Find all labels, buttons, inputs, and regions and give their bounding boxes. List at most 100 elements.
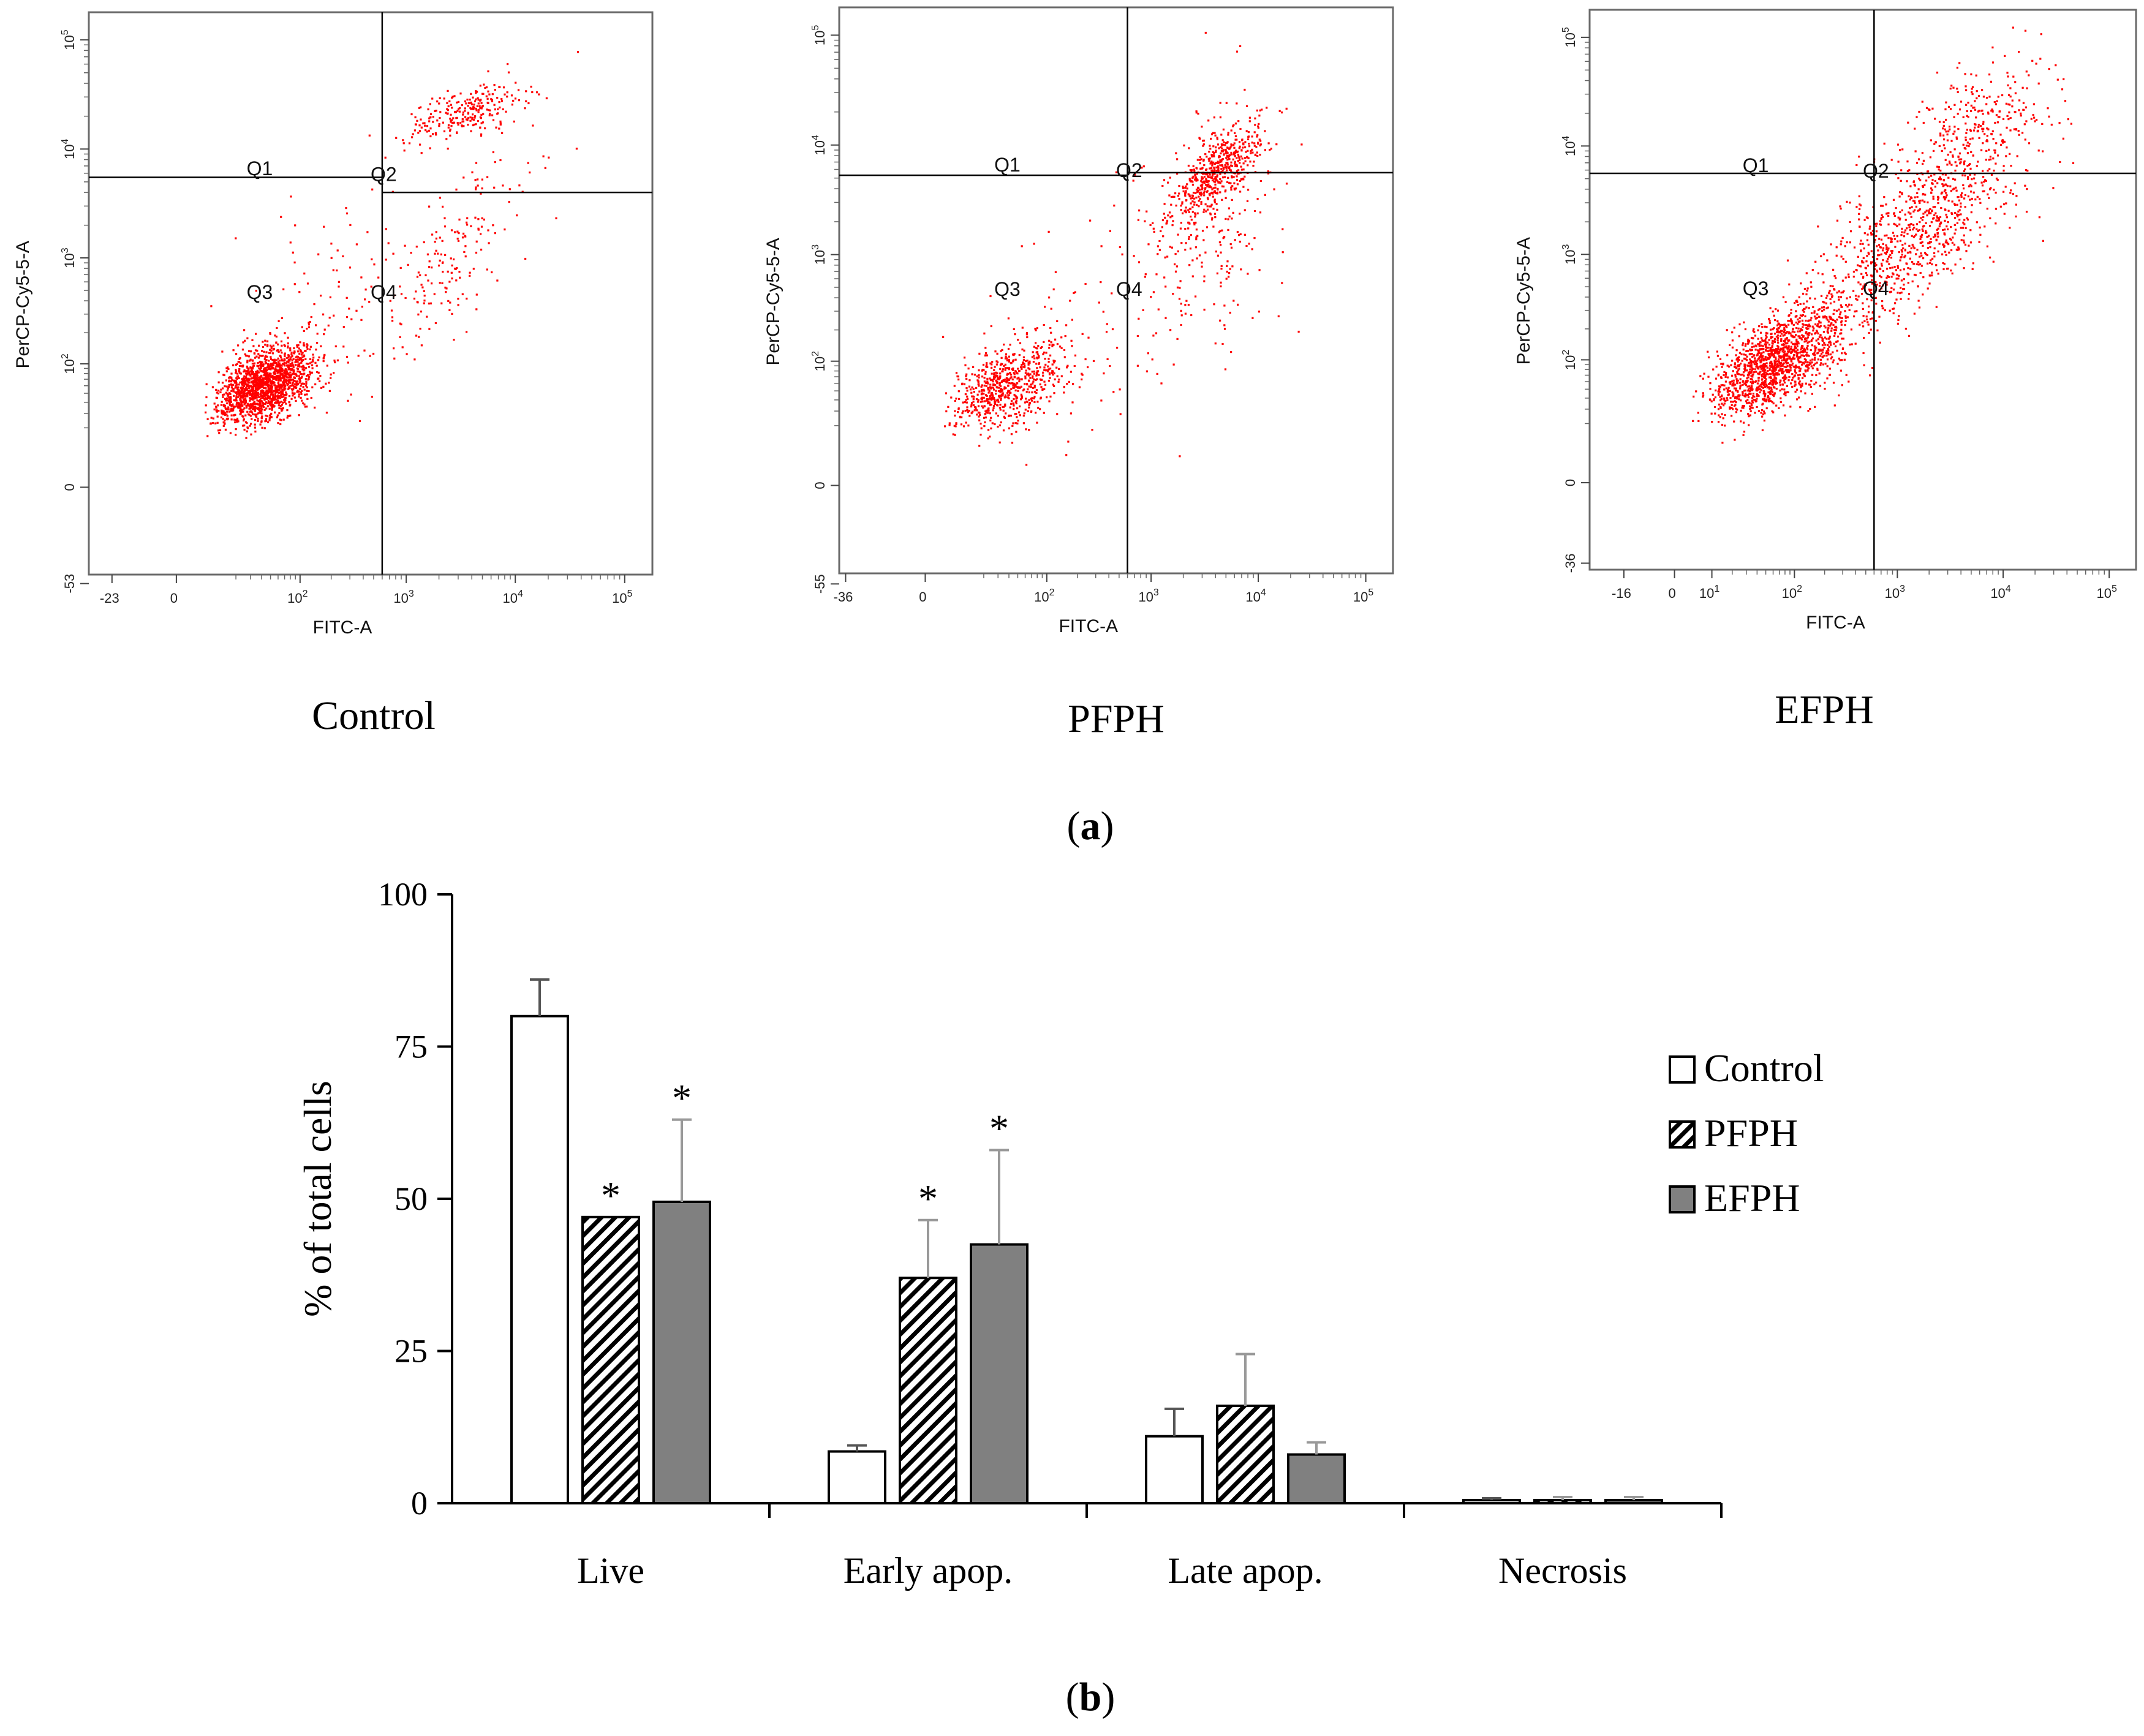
control-point xyxy=(252,383,255,386)
control-point xyxy=(247,382,249,384)
pfph-point xyxy=(1228,276,1230,278)
efph-point xyxy=(1781,350,1784,353)
control-point xyxy=(251,393,253,396)
pfph-point xyxy=(1008,427,1011,429)
control-point xyxy=(439,111,442,113)
control-point xyxy=(449,118,451,120)
control-point xyxy=(267,380,270,382)
pfph-points xyxy=(942,31,1303,466)
control-point xyxy=(270,404,272,407)
control-point xyxy=(298,352,301,355)
efph-point xyxy=(1799,383,1801,386)
pfph-point xyxy=(970,391,973,394)
control-point xyxy=(255,396,258,399)
control-point xyxy=(251,369,253,371)
pfph-y-tick-main: 10 xyxy=(812,31,828,45)
control-point xyxy=(506,91,508,94)
pfph-point xyxy=(1023,363,1025,365)
efph-point xyxy=(1799,374,1801,376)
control-point xyxy=(328,382,330,384)
pfph-point xyxy=(964,357,966,359)
control-point xyxy=(304,406,306,408)
control-point xyxy=(272,394,274,397)
pfph-point xyxy=(1281,228,1284,230)
efph-point xyxy=(1862,325,1865,328)
control-point xyxy=(244,388,246,390)
pfph-point xyxy=(997,399,999,402)
pfph-point xyxy=(984,371,987,373)
control-point xyxy=(246,377,248,380)
pfph-point xyxy=(1172,363,1175,366)
pfph-y-tick-label: 102 xyxy=(810,351,828,371)
control-point xyxy=(289,375,291,378)
control-point xyxy=(226,408,228,410)
control-point xyxy=(317,371,320,374)
control-point xyxy=(429,147,431,149)
efph-point xyxy=(1763,368,1765,370)
control-point xyxy=(235,379,237,382)
pfph-point xyxy=(1142,165,1145,168)
pfph-point xyxy=(1217,188,1219,191)
control-point xyxy=(282,288,285,290)
pfph-point xyxy=(1012,384,1014,387)
control-point xyxy=(230,390,233,393)
pfph-point xyxy=(1253,131,1256,134)
efph-point xyxy=(1781,359,1783,361)
control-point xyxy=(254,379,257,382)
control-point xyxy=(431,282,433,285)
efph-point xyxy=(1801,315,1803,317)
control-point xyxy=(263,369,266,371)
control-point xyxy=(492,119,495,121)
efph-point xyxy=(1771,354,1773,357)
control-point xyxy=(277,382,280,384)
pfph-point xyxy=(1226,181,1229,183)
control-point xyxy=(502,184,504,187)
pfph-point xyxy=(1028,406,1030,409)
pfph-point xyxy=(1073,364,1076,368)
efph-point xyxy=(1707,376,1710,378)
control-point xyxy=(270,390,272,392)
pfph-point xyxy=(1214,201,1216,203)
control-point xyxy=(293,387,295,389)
efph-point xyxy=(1799,303,1802,306)
efph-point xyxy=(1781,372,1784,375)
efph-point xyxy=(1751,346,1753,349)
control-point xyxy=(464,116,467,118)
pfph-point xyxy=(1226,147,1229,149)
pfph-point xyxy=(1048,296,1051,299)
control-point xyxy=(469,99,471,101)
pfph-point xyxy=(1190,197,1192,200)
control-point xyxy=(453,339,455,341)
pfph-x-axis-label: FITC-A xyxy=(1059,616,1118,636)
control-point xyxy=(271,364,274,366)
control-point xyxy=(477,120,480,123)
control-point xyxy=(308,390,310,393)
efph-point xyxy=(1780,323,1782,326)
control-point xyxy=(262,341,264,343)
control-point xyxy=(420,152,423,154)
control-point xyxy=(305,382,308,385)
pfph-point xyxy=(1220,170,1223,173)
pfph-point xyxy=(1224,166,1226,168)
control-point xyxy=(256,389,259,391)
efph-point xyxy=(1745,381,1748,383)
control-point xyxy=(420,284,423,286)
pfph-point xyxy=(1192,165,1195,167)
pfph-point xyxy=(986,362,988,364)
control-point xyxy=(289,364,292,367)
pfph-point xyxy=(1164,216,1166,219)
efph-point xyxy=(1806,336,1809,339)
pfph-point xyxy=(1213,167,1215,169)
control-point xyxy=(475,186,477,189)
pfph-point xyxy=(1254,124,1256,126)
efph-point xyxy=(1786,360,1788,362)
efph-point xyxy=(1743,374,1745,377)
efph-point xyxy=(1747,413,1750,415)
pfph-point xyxy=(1052,383,1054,386)
control-point xyxy=(439,97,441,99)
pfph-point xyxy=(1180,209,1182,211)
pfph-point xyxy=(978,376,980,379)
efph-point xyxy=(1783,351,1785,354)
control-point xyxy=(289,368,292,370)
pfph-point xyxy=(1018,378,1021,380)
